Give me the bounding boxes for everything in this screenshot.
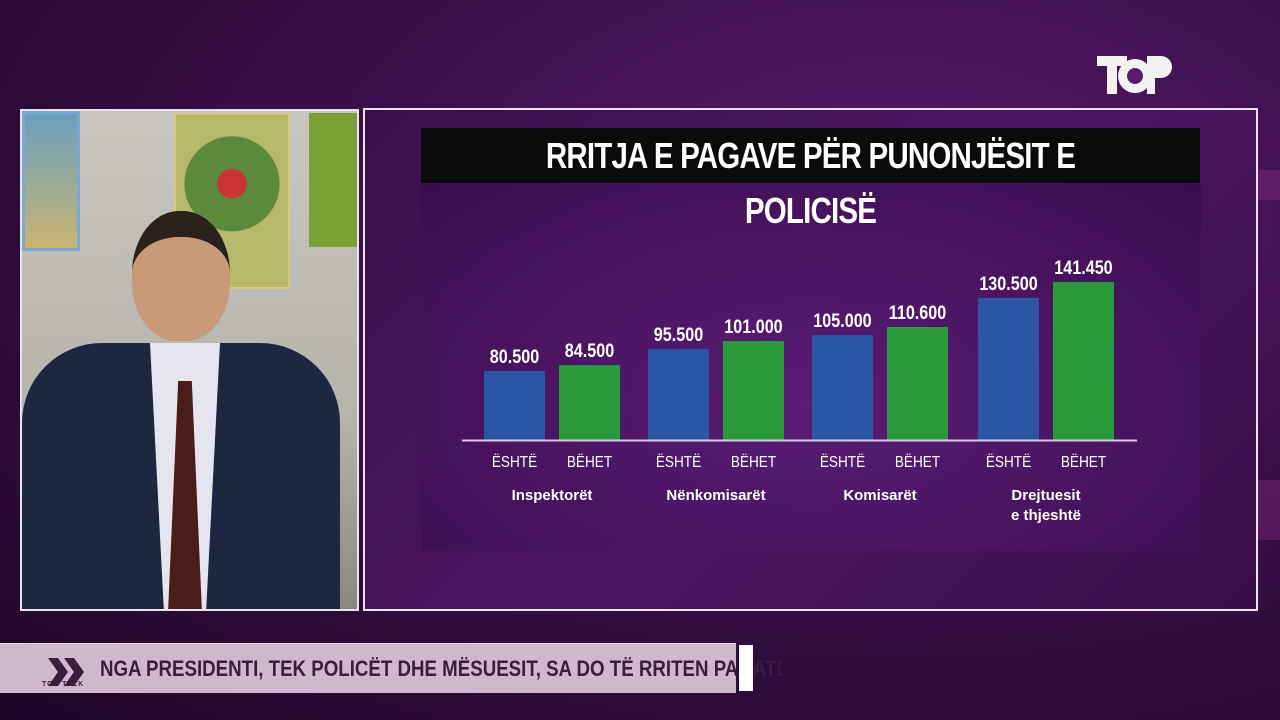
- chart-title: RRITJA E PAGAVE PËR PUNONJËSIT E POLICIS…: [421, 128, 1200, 231]
- chart-title-text: RRITJA E PAGAVE PËR PUNONJËSIT E POLICIS…: [545, 135, 1076, 231]
- painting-left: [22, 111, 80, 251]
- news-ticker: TOP TALK NGA PRESIDENTI, TEK POLICËT DHE…: [0, 643, 783, 693]
- top-talk-logo: [48, 658, 84, 686]
- top-talk-label: TOP TALK: [42, 681, 85, 688]
- presenter-head: [132, 211, 230, 341]
- ticker-end-block: [739, 645, 753, 691]
- chart-background: [421, 183, 1201, 551]
- painting-green: [309, 113, 357, 247]
- ticker-headline: NGA PRESIDENTI, TEK POLICËT DHE MËSUESIT…: [100, 644, 903, 694]
- top-channel-logo: [1097, 56, 1172, 94]
- ticker-headline-text: NGA PRESIDENTI, TEK POLICËT DHE MËSUESIT…: [100, 656, 783, 681]
- presenter-video: [20, 109, 359, 611]
